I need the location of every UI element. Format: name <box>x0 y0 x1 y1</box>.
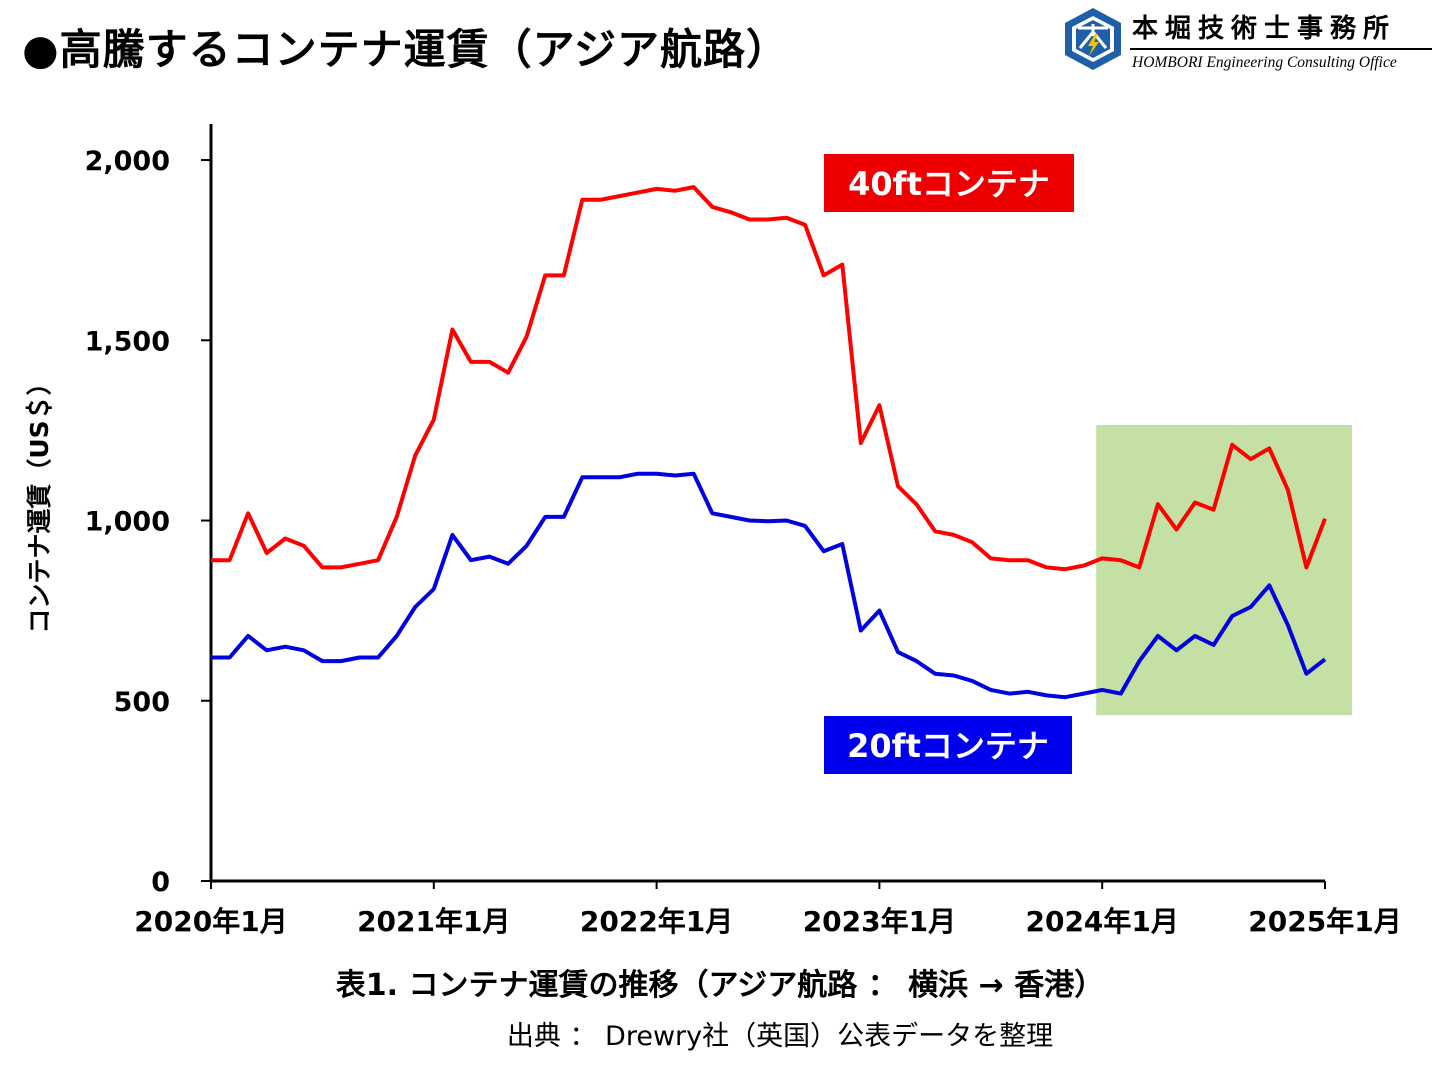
page-title: ●高騰するコンテナ運賃（アジア航路） <box>22 25 789 74</box>
y-tick-label: 2,000 <box>85 146 170 177</box>
x-tick-label: 2025年1月 <box>1248 905 1401 938</box>
y-tick-label: 1,000 <box>85 507 170 538</box>
x-tick-label: 2021年1月 <box>357 905 510 938</box>
chart-caption: 表1. コンテナ運賃の推移（アジア航路 ： 横浜 → 香港） <box>335 968 1105 1003</box>
logo-company-name: 本堀技術士事務所 <box>1132 14 1397 44</box>
freight-rate-line-chart: 0 500 1,000 1,500 2,000 2020年1月 2021年1月 2022年1月… <box>25 124 1402 938</box>
x-tick-label: 2020年1月 <box>134 905 287 938</box>
logo-divider <box>1130 48 1432 50</box>
y-tick-label: 1,500 <box>85 326 170 357</box>
label-20ft-text: 20ftコンテナ <box>847 727 1049 765</box>
label-20ft-box <box>824 716 1072 774</box>
label-40ft-box <box>824 154 1074 212</box>
x-tick-label: 2024年1月 <box>1025 905 1178 938</box>
y-tick-label: 0 <box>151 867 170 898</box>
x-tick-label: 2023年1月 <box>803 905 956 938</box>
y-axis-title: コンテナ運賃（US＄） <box>25 370 54 633</box>
label-40ft-text: 40ftコンテナ <box>848 165 1050 203</box>
series-40ft-line <box>211 185 1327 572</box>
hexagon-logo-icon <box>1065 8 1121 70</box>
source-note: 出典 ： Drewry社（英国）公表データを整理 <box>506 1021 1054 1052</box>
y-tick-label: 500 <box>114 687 170 718</box>
series-20ft-line <box>211 471 1327 700</box>
company-logo: 本堀技術士事務所 HOMBORI Engineering Consulting … <box>1062 6 1432 76</box>
x-tick-label: 2022年1月 <box>580 905 733 938</box>
logo-subtitle: HOMBORI Engineering Consulting Office <box>1132 54 1397 71</box>
